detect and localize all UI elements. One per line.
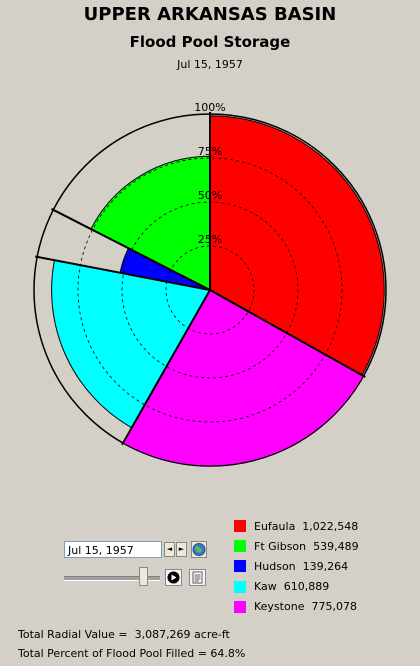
slice-kaw — [51, 259, 211, 429]
legend-label: Keystone 775,078 — [254, 600, 357, 614]
next-date-button[interactable]: ► — [176, 542, 187, 557]
report-icon — [192, 571, 203, 584]
legend-swatch — [234, 580, 246, 593]
legend-swatch — [234, 560, 246, 573]
legend-label: Ft Gibson 539,489 — [254, 539, 359, 553]
sector-boundary-4 — [51, 208, 211, 291]
legend-item-kaw: Kaw 610,889 — [234, 577, 359, 597]
legend-label: Eufaula 1,022,548 — [254, 519, 359, 533]
ring-label-50: 50% — [198, 189, 222, 202]
legend-swatch — [234, 600, 246, 613]
sector-boundary-3 — [34, 255, 211, 291]
chart-title: UPPER ARKANSAS BASIN — [83, 4, 337, 25]
legend-item-hudson: Hudson 139,264 — [234, 556, 359, 576]
date-slider-track[interactable] — [64, 576, 160, 581]
legend-item-keystone: Keystone 775,078 — [234, 597, 359, 617]
ring-25 — [165, 245, 255, 335]
chart-date: Jul 15, 1957 — [177, 58, 243, 71]
total-percent-filled: Total Percent of Flood Pool Filled = 64.… — [18, 647, 246, 660]
ring-label-100: 100% — [194, 101, 225, 114]
legend-item-eufaula: Eufaula 1,022,548 — [234, 516, 359, 536]
slice-keystone — [122, 289, 365, 467]
globe-icon[interactable] — [191, 541, 207, 558]
ring-75 — [77, 157, 343, 423]
chart-subtitle: Flood Pool Storage — [129, 33, 291, 51]
legend-label: Kaw 610,889 — [254, 580, 330, 594]
legend-swatch — [234, 540, 246, 553]
legend-label: Hudson 139,264 — [254, 559, 349, 573]
legend-swatch — [234, 520, 246, 533]
date-slider-thumb[interactable] — [138, 567, 148, 586]
slice-ft-gibson — [90, 155, 211, 291]
play-button[interactable] — [165, 569, 182, 586]
previous-date-button[interactable]: ◄ — [164, 542, 175, 557]
radial-pie-chart: 25% 50% 75% 100% — [33, 101, 387, 467]
ring-label-75: 75% — [198, 145, 222, 158]
date-input[interactable]: Jul 15, 1957 — [64, 541, 162, 558]
legend-item-ft-gibson: Ft Gibson 539,489 — [234, 536, 359, 556]
sector-boundary-2 — [121, 289, 211, 446]
legend: Eufaula 1,022,548 Ft Gibson 539,489 Hudson… — [234, 516, 359, 617]
total-radial-value: Total Radial Value = 3,087,269 acre-ft — [18, 628, 230, 641]
ring-label-25: 25% — [198, 233, 222, 246]
sector-boundary-1 — [209, 289, 366, 378]
report-button[interactable] — [189, 569, 206, 586]
play-icon — [167, 571, 180, 584]
